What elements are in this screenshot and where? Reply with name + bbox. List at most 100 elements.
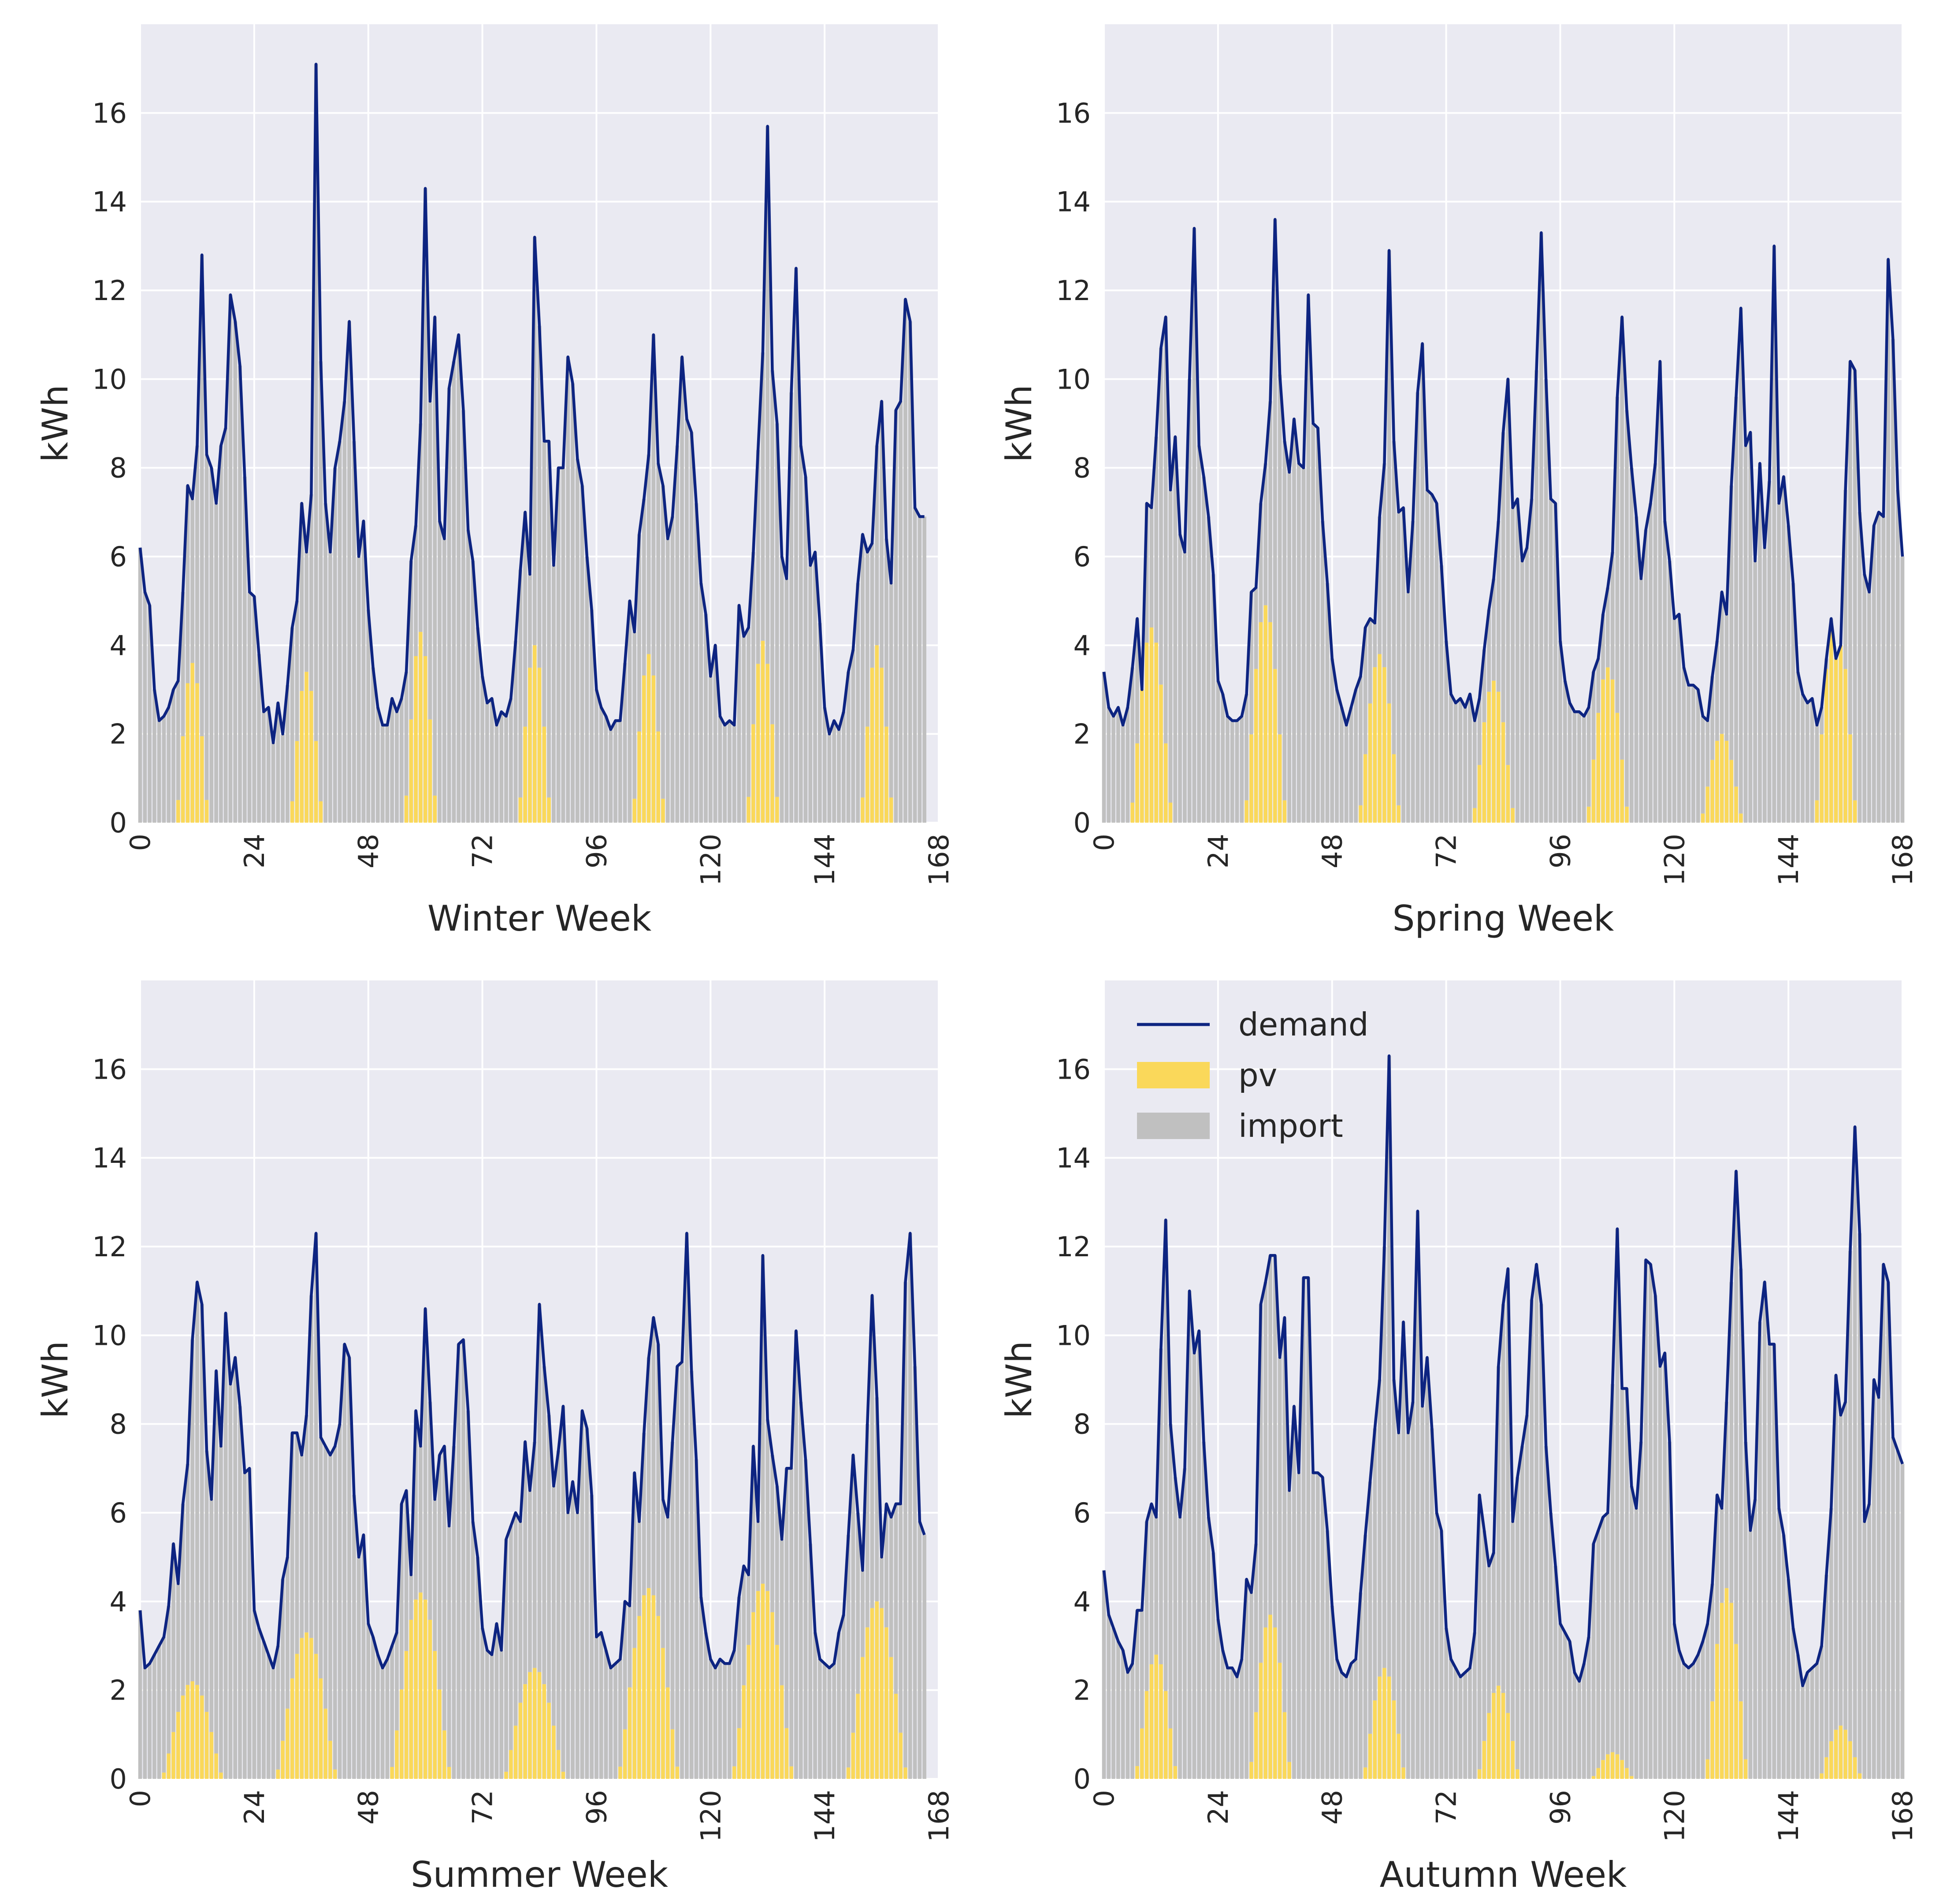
- pv-bar: [1163, 1691, 1168, 1779]
- pv-bar: [1843, 669, 1847, 823]
- pv-bar: [1273, 1627, 1277, 1779]
- import-bar: [922, 1535, 926, 1779]
- import-bar: [1872, 525, 1876, 823]
- import-bar: [1316, 1473, 1320, 1779]
- import-bar: [713, 645, 717, 823]
- import-bar: [913, 508, 917, 823]
- pv-bar: [528, 1672, 532, 1779]
- import-bar: [889, 1517, 893, 1657]
- import-bar: [1249, 1592, 1253, 1762]
- import-bar: [528, 574, 532, 668]
- pv-bar: [1163, 743, 1168, 823]
- import-bar: [1263, 1282, 1268, 1628]
- import-bar: [1420, 343, 1424, 823]
- pv-bar: [894, 1693, 898, 1779]
- import-bar: [300, 503, 304, 691]
- import-bar: [1786, 525, 1791, 823]
- import-bar: [775, 1486, 779, 1645]
- import-bar: [880, 401, 884, 668]
- pv-bar: [770, 1612, 774, 1779]
- pv-bar: [186, 683, 190, 823]
- pv-bar: [646, 654, 651, 823]
- import-bar: [1487, 609, 1491, 692]
- pv-bar: [889, 1657, 893, 1779]
- import-bar: [604, 1650, 608, 1779]
- import-bar: [1829, 1508, 1833, 1741]
- import-bar: [1468, 694, 1472, 823]
- import-bar: [599, 1632, 603, 1779]
- import-bar: [1411, 521, 1415, 823]
- pv-bar: [1154, 1655, 1158, 1779]
- import-bar: [604, 716, 608, 823]
- pv-bar: [642, 1595, 646, 1779]
- x-tick-label: 0: [124, 834, 156, 851]
- pv-bar: [1278, 1663, 1282, 1779]
- pv-bar: [1610, 679, 1615, 823]
- import-bar: [1392, 441, 1396, 754]
- import-bar: [609, 1668, 613, 1779]
- y-tick-label: 0: [1074, 807, 1091, 839]
- import-bar: [1805, 1672, 1809, 1779]
- pv-bar: [176, 1712, 180, 1779]
- pv-bar: [295, 1654, 299, 1779]
- import-bar: [623, 663, 627, 823]
- pv-bar: [190, 1681, 194, 1779]
- import-bar: [1625, 1388, 1629, 1768]
- import-bar: [1178, 534, 1182, 823]
- import-bar: [1254, 1544, 1258, 1712]
- import-bar: [1530, 1299, 1534, 1779]
- import-bar: [499, 712, 504, 823]
- import-bar: [323, 503, 327, 823]
- pv-bar: [1149, 1664, 1154, 1779]
- import-bar: [1762, 547, 1767, 823]
- import-bar: [1102, 1570, 1106, 1779]
- import-bar: [438, 1455, 442, 1690]
- legend-import-label: import: [1238, 1107, 1343, 1144]
- import-bar: [371, 1637, 375, 1779]
- pv-bar: [1387, 703, 1391, 823]
- import-bar: [918, 516, 922, 823]
- import-bar: [1453, 1668, 1458, 1779]
- import-bar: [1282, 441, 1287, 801]
- import-bar: [195, 445, 199, 683]
- pv-bar: [1724, 1588, 1729, 1779]
- import-bar: [865, 552, 869, 727]
- import-bar: [1591, 672, 1596, 760]
- import-bar: [613, 720, 617, 823]
- pv-bar: [618, 1767, 622, 1779]
- y-axis-label: kWh: [35, 1341, 76, 1418]
- pv-bar: [884, 727, 888, 823]
- pv-bar: [1705, 1759, 1710, 1779]
- import-bar: [1111, 716, 1115, 823]
- pv-bar: [1734, 787, 1738, 823]
- pv-bar: [319, 1678, 323, 1779]
- import-bar: [1834, 1375, 1838, 1730]
- import-bar: [223, 1313, 228, 1779]
- import-bar: [1216, 680, 1220, 823]
- import-bar: [242, 1473, 247, 1779]
- import-bar: [457, 334, 461, 823]
- pv-bar: [1496, 1685, 1501, 1779]
- pv-bar: [884, 1627, 888, 1779]
- y-tick-label: 12: [1056, 1231, 1091, 1263]
- pv-bar: [1477, 1769, 1482, 1779]
- pv-bar: [1249, 1762, 1253, 1779]
- pv-bar: [1601, 679, 1605, 823]
- import-bar: [1187, 379, 1192, 823]
- import-bar: [485, 1650, 489, 1779]
- pv-bar: [903, 1767, 907, 1779]
- import-bar: [1406, 1433, 1410, 1779]
- import-bar: [395, 712, 399, 823]
- y-axis-label: kWh: [999, 1341, 1040, 1418]
- import-bar: [1516, 499, 1520, 823]
- import-bar: [799, 445, 803, 823]
- import-bar: [1354, 690, 1358, 823]
- import-bar: [1620, 317, 1624, 760]
- import-bar: [1520, 1446, 1524, 1779]
- import-bar: [665, 538, 670, 823]
- import-bar: [532, 1441, 537, 1668]
- import-bar: [628, 601, 632, 823]
- import-bar: [1344, 725, 1349, 823]
- import-bar: [1881, 516, 1886, 823]
